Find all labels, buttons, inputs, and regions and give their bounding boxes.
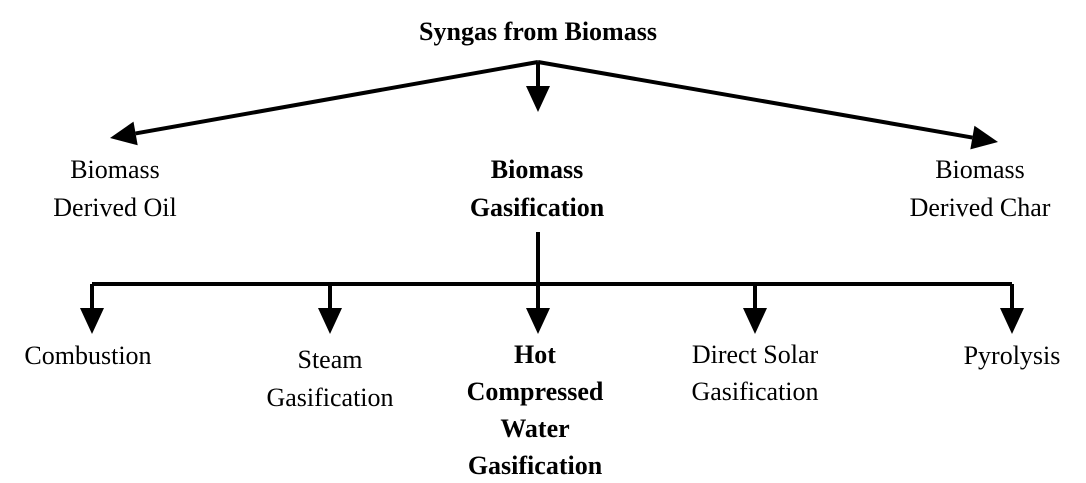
node-label: Pyrolysis	[964, 341, 1061, 370]
node-label: Direct Solar	[692, 340, 819, 369]
node-label: Biomass	[70, 155, 160, 184]
node-label: Gasification	[468, 451, 603, 478]
node-label: Steam	[298, 345, 363, 374]
node-label: Water	[500, 414, 569, 443]
node-label: Hot	[514, 340, 556, 369]
node-label: Compressed	[467, 377, 604, 406]
node-label: Derived Oil	[53, 193, 176, 222]
node-label: Biomass	[491, 155, 583, 184]
node-label: Derived Char	[910, 193, 1051, 222]
arrow-line	[135, 60, 539, 136]
arrow-head	[526, 86, 550, 112]
arrow-head	[970, 125, 998, 150]
arrow-head	[110, 121, 138, 146]
title: Syngas from Biomass	[419, 17, 657, 46]
node-label: Gasification	[470, 193, 605, 222]
node-label: Gasification	[691, 377, 818, 406]
arrow-head	[318, 308, 342, 334]
arrow-head	[80, 308, 104, 334]
node-label: Gasification	[266, 383, 393, 412]
arrow-head	[743, 308, 767, 334]
node-label: Combustion	[24, 341, 151, 370]
arrow-head	[1000, 308, 1024, 334]
node-label: Biomass	[935, 155, 1025, 184]
arrow-head	[526, 308, 550, 334]
arrow-line	[537, 60, 973, 140]
